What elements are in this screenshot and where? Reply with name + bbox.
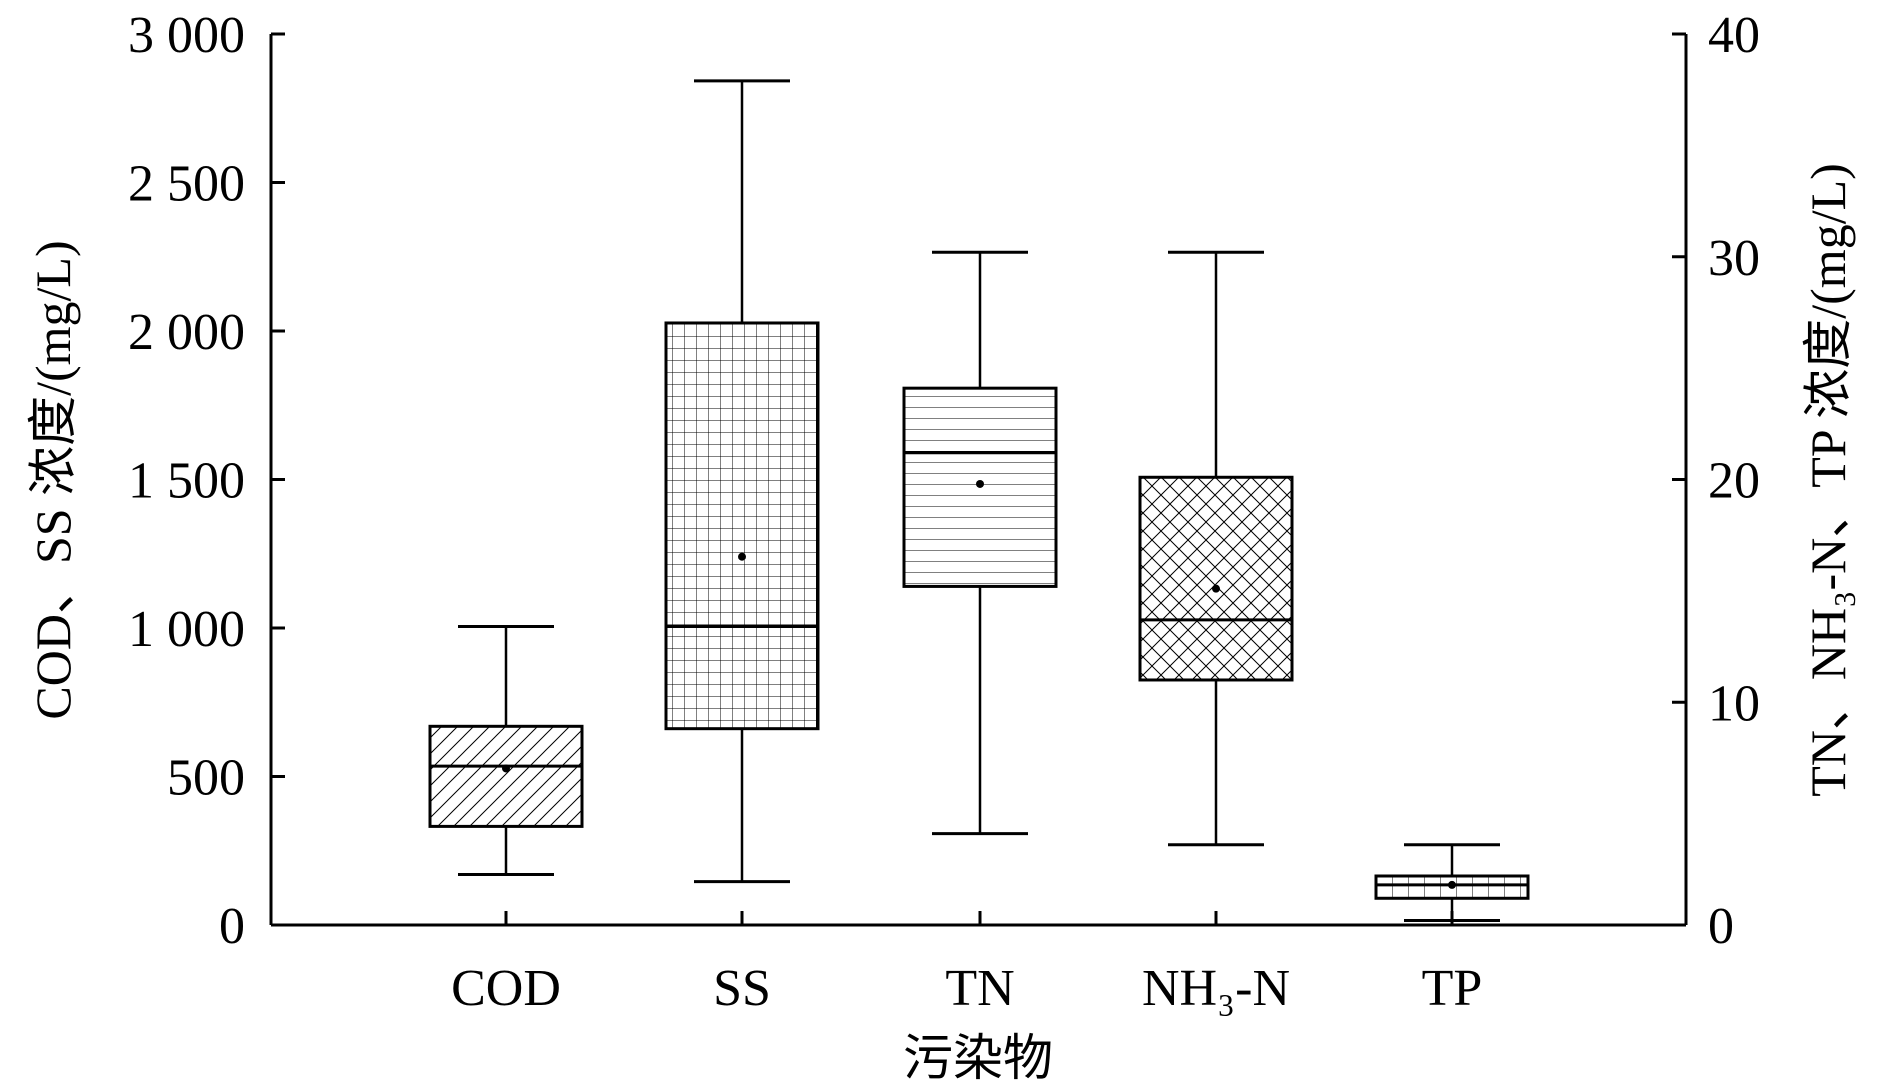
mean-marker xyxy=(1212,584,1220,593)
mean-marker xyxy=(1448,880,1456,889)
y-left-tick-label: 3 000 xyxy=(128,7,245,64)
y-right-tick-label: 0 xyxy=(1708,898,1734,955)
y-right-tick-label: 30 xyxy=(1708,230,1760,287)
box-nh-n xyxy=(1138,250,1294,847)
y-right-tick-label: 40 xyxy=(1708,7,1760,64)
x-tick-label: TP xyxy=(1422,960,1483,1017)
mean-marker xyxy=(976,479,984,488)
y-left-tick-label: 1 500 xyxy=(128,453,245,510)
y-right-tick-label: 20 xyxy=(1708,453,1760,510)
mean-marker xyxy=(738,552,746,561)
x-tick-label: SS xyxy=(713,960,771,1017)
box-iqr xyxy=(1138,475,1294,682)
y-left-tick-label: 1 000 xyxy=(128,601,245,658)
x-tick-label: COD xyxy=(451,960,561,1017)
x-tick-label: TN xyxy=(945,960,1014,1017)
x-tick-label: NH₃-N xyxy=(1142,960,1290,1017)
y-left-tick-label: 2 500 xyxy=(128,156,245,213)
box-iqr xyxy=(428,724,584,828)
y-left-tick-label: 0 xyxy=(219,898,245,955)
x-axis-label: 污染物 xyxy=(903,1030,1053,1086)
y-left-tick-label: 2 000 xyxy=(128,304,245,361)
box-cod xyxy=(428,625,584,877)
y-axis-right-label: TN、NH₃-N、TP 浓度/(mg/L) xyxy=(1800,163,1856,797)
y-right-tick-label: 10 xyxy=(1708,675,1760,732)
mean-marker xyxy=(502,764,510,773)
y-axis-left-label: COD、SS 浓度/(mg/L) xyxy=(25,240,81,719)
box-iqr xyxy=(664,321,820,731)
box-ss xyxy=(664,79,820,884)
box-tp xyxy=(1374,843,1530,923)
y-left-tick-label: 500 xyxy=(167,750,245,807)
box-tn xyxy=(902,250,1058,836)
